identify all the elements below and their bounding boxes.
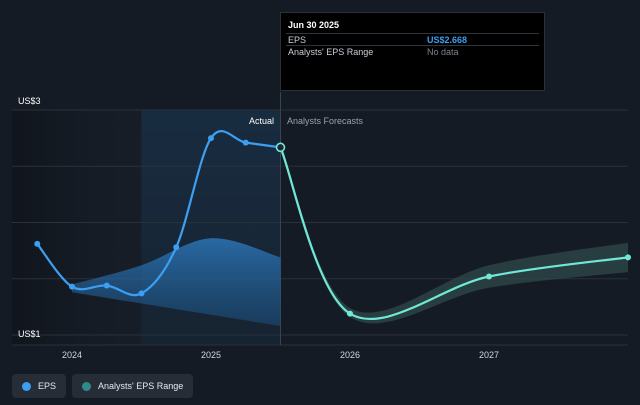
- forecast-region-label: Analysts Forecasts: [287, 116, 364, 126]
- eps-forecast-point-2: [486, 273, 492, 280]
- eps-actual-point-2: [103, 282, 110, 289]
- tooltip-eps-value: US$2.668: [427, 35, 468, 45]
- chart-svg: [12, 92, 631, 346]
- legend-item-eps-range[interactable]: Analysts' EPS Range: [72, 374, 194, 398]
- eps-actual-point-5: [208, 135, 214, 142]
- eps-actual-point-3: [138, 290, 145, 297]
- tooltip-range-label: Analysts' EPS Range: [288, 47, 374, 57]
- eps-actual-point-4: [173, 244, 180, 251]
- x-tick-2025: 2025: [200, 350, 222, 360]
- eps-actual-point-6: [242, 139, 249, 146]
- legend-eps-dot-icon: [22, 381, 31, 391]
- tooltip-row-eps: EPS US$2.668: [286, 33, 539, 46]
- x-tick-2027: 2027: [478, 350, 500, 360]
- y-axis-label-bottom: US$1: [18, 329, 41, 339]
- eps-actual-point-7: [275, 142, 286, 153]
- y-axis-label-top: US$3: [18, 96, 41, 106]
- eps-forecast-point-3: [625, 254, 631, 261]
- legend-eps-label: EPS: [38, 381, 57, 391]
- eps-chart: US$3 US$1 2024 2025 2026 2027 Actual Ana…: [12, 92, 631, 360]
- historical-area: [72, 238, 281, 326]
- tooltip-eps-label: EPS: [288, 35, 307, 45]
- chart-legend: EPS Analysts' EPS Range: [12, 374, 194, 398]
- x-tick-2024: 2024: [61, 350, 83, 360]
- eps-actual-line: [36, 130, 281, 297]
- actual-region-label: Actual: [249, 116, 275, 126]
- eps-forecast-point-1: [347, 310, 353, 317]
- legend-item-eps[interactable]: EPS: [12, 374, 67, 398]
- eps-forecast-line: [279, 146, 629, 321]
- tooltip-row-range: Analysts' EPS Range No data: [286, 45, 539, 58]
- tooltip-date: Jun 30 2025: [288, 20, 340, 30]
- legend-range-dot-icon: [82, 381, 92, 391]
- eps-range-band: [280, 143, 628, 324]
- x-tick-2026: 2026: [339, 350, 361, 360]
- chart-tooltip: Jun 30 2025 EPS US$2.668 Analysts' EPS R…: [280, 12, 545, 91]
- eps-actual-point-1: [69, 283, 75, 290]
- legend-range-label: Analysts' EPS Range: [98, 381, 184, 391]
- tooltip-range-value: No data: [427, 47, 459, 57]
- eps-actual-point-0: [34, 240, 41, 247]
- past-shading: [12, 110, 142, 345]
